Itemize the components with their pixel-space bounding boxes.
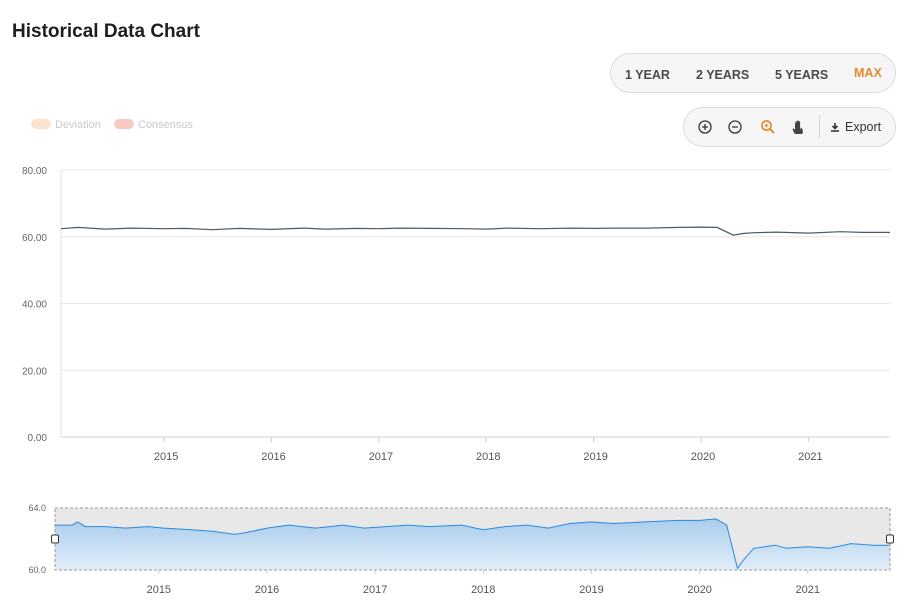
navigator-x-label: 2015 bbox=[147, 584, 171, 596]
legend-item-deviation[interactable]: Deviation bbox=[31, 119, 101, 131]
navigator-x-label: 2017 bbox=[363, 584, 387, 596]
legend-swatch-deviation bbox=[31, 119, 51, 129]
x-tick-label: 2016 bbox=[261, 451, 285, 463]
x-tick-label: 2020 bbox=[691, 451, 715, 463]
x-tick-label: 2017 bbox=[369, 451, 393, 463]
y-tick-label: 60.00 bbox=[22, 233, 47, 244]
legend-item-consensus[interactable]: Consensus bbox=[114, 119, 193, 131]
y-tick-label: 40.00 bbox=[22, 300, 47, 311]
chart-toolbar: Export bbox=[683, 107, 896, 147]
navigator-handle-right[interactable] bbox=[886, 534, 894, 544]
zoom-in-icon[interactable] bbox=[696, 118, 714, 136]
legend-label-deviation: Deviation bbox=[55, 119, 101, 131]
range-selector: 1 YEAR 2 YEARS 5 YEARS MAX bbox=[610, 53, 896, 93]
range-max-button[interactable]: MAX bbox=[854, 66, 882, 80]
range-5-years-button[interactable]: 5 YEARS bbox=[775, 68, 829, 82]
series-line bbox=[60, 226, 890, 236]
range-1-year-button[interactable]: 1 YEAR bbox=[625, 68, 670, 82]
navigator-x-label: 2016 bbox=[255, 584, 279, 596]
navigator-x-label: 2020 bbox=[687, 584, 711, 596]
main-chart[interactable]: 0.00 20.00 40.00 60.00 80.00 2015 2016 2017 2018… bbox=[0, 150, 912, 470]
navigator-y-label: 60.0 bbox=[28, 565, 46, 575]
export-button[interactable]: Export bbox=[830, 108, 881, 146]
page-title: Historical Data Chart bbox=[12, 21, 200, 42]
navigator-line bbox=[55, 518, 890, 570]
x-tick-label: 2018 bbox=[476, 451, 500, 463]
navigator-x-label: 2021 bbox=[796, 584, 820, 596]
y-tick-label: 20.00 bbox=[22, 366, 47, 377]
y-tick-label: 80.00 bbox=[22, 166, 47, 177]
y-tick-label: 0.00 bbox=[28, 433, 48, 444]
x-tick-label: 2021 bbox=[798, 451, 822, 463]
navigator-x-label: 2019 bbox=[579, 584, 603, 596]
navigator-handle-left[interactable] bbox=[51, 534, 59, 544]
legend-swatch-consensus bbox=[114, 119, 134, 129]
export-label: Export bbox=[845, 120, 882, 134]
x-tick-label: 2015 bbox=[154, 451, 178, 463]
navigator-chart[interactable]: 60.0 64.0 2015 2016 2017 2018 2019 2020 2021 bbox=[0, 497, 912, 609]
legend-label-consensus: Consensus bbox=[138, 119, 194, 131]
magnifier-icon[interactable] bbox=[759, 118, 777, 136]
toolbar-divider bbox=[819, 115, 820, 139]
range-2-years-button[interactable]: 2 YEARS bbox=[696, 68, 750, 82]
hand-icon[interactable] bbox=[790, 118, 808, 136]
navigator-x-label: 2018 bbox=[471, 584, 495, 596]
zoom-out-icon[interactable] bbox=[726, 118, 744, 136]
x-tick-label: 2019 bbox=[583, 451, 607, 463]
navigator-y-label: 64.0 bbox=[28, 503, 46, 513]
navigator-area bbox=[55, 518, 890, 570]
download-icon bbox=[831, 123, 839, 132]
